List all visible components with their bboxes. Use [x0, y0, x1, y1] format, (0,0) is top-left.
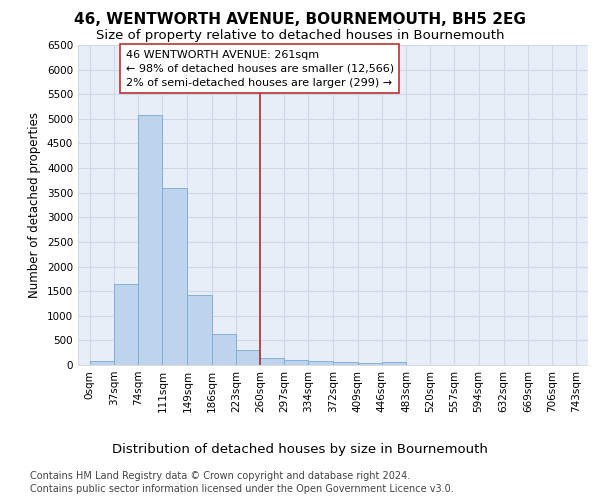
- Text: 46 WENTWORTH AVENUE: 261sqm
← 98% of detached houses are smaller (12,566)
2% of : 46 WENTWORTH AVENUE: 261sqm ← 98% of det…: [126, 50, 394, 88]
- Bar: [334, 362, 358, 365]
- Bar: [138, 115, 163, 365]
- Bar: [236, 350, 260, 365]
- Bar: [163, 188, 187, 365]
- Bar: [212, 334, 236, 365]
- Bar: [284, 360, 308, 365]
- Text: Distribution of detached houses by size in Bournemouth: Distribution of detached houses by size …: [112, 442, 488, 456]
- Bar: [382, 362, 406, 365]
- Text: Contains public sector information licensed under the Open Government Licence v3: Contains public sector information licen…: [30, 484, 454, 494]
- Bar: [358, 363, 382, 365]
- Text: Contains HM Land Registry data © Crown copyright and database right 2024.: Contains HM Land Registry data © Crown c…: [30, 471, 410, 481]
- Bar: [308, 361, 334, 365]
- Y-axis label: Number of detached properties: Number of detached properties: [28, 112, 41, 298]
- Bar: [90, 362, 114, 365]
- Bar: [187, 295, 212, 365]
- Text: 46, WENTWORTH AVENUE, BOURNEMOUTH, BH5 2EG: 46, WENTWORTH AVENUE, BOURNEMOUTH, BH5 2…: [74, 12, 526, 28]
- Bar: [260, 358, 284, 365]
- Text: Size of property relative to detached houses in Bournemouth: Size of property relative to detached ho…: [96, 29, 504, 42]
- Bar: [114, 284, 138, 365]
